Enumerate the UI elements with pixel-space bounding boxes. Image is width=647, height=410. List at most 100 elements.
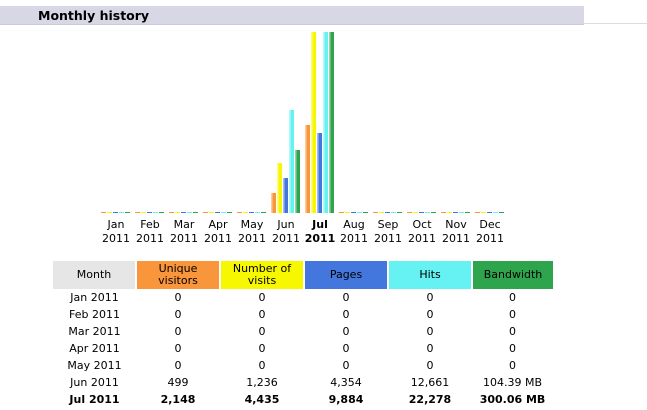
cell-bandwidth: 0	[509, 359, 516, 372]
bar-unique-visitors-aug-2011	[339, 212, 344, 213]
month-label-sep: Sep 2011	[374, 218, 402, 245]
cell-unique-visitors: 0	[174, 359, 182, 372]
cell-pages: 0	[342, 359, 350, 372]
bar-bandwidth-sep-2011	[397, 212, 402, 213]
table-row: Mar 2011 0 0 0 0 0	[53, 323, 553, 340]
bar-bandwidth-dec-2011	[499, 212, 504, 213]
bar-number-of-visits-jan-2011	[107, 212, 112, 213]
cell-unique-visitors: 0	[174, 325, 182, 338]
month-label-dec: Dec 2011	[476, 218, 504, 245]
bar-hits-oct-2011	[425, 212, 430, 213]
bar-unique-visitors-apr-2011	[203, 212, 208, 213]
cell-hits: 0	[426, 291, 434, 304]
col-header-bandwidth: Bandwidth	[472, 261, 553, 289]
cell-hits: 0	[426, 325, 434, 338]
cell-visits: 0	[258, 291, 266, 304]
bar-number-of-visits-oct-2011	[413, 212, 418, 213]
bar-shade-hits-jul-2011	[323, 32, 328, 213]
table-row: Jul 2011 2,148 4,435 9,884 22,278 300.06…	[53, 391, 553, 408]
cell-visits: 0	[258, 308, 266, 321]
bar-pages-aug-2011	[351, 212, 356, 213]
cell-pages: 0	[342, 308, 350, 321]
bar-bandwidth-jan-2011	[125, 212, 130, 213]
bar-shade-pages-jun-2011	[283, 178, 288, 213]
cell-unique-visitors: 0	[174, 308, 182, 321]
cell-month: Feb 2011	[69, 308, 120, 321]
cell-pages: 4,354	[330, 376, 362, 389]
cell-unique-visitors: 0	[174, 291, 182, 304]
cell-unique-visitors: 499	[167, 376, 189, 389]
bar-bandwidth-apr-2011	[227, 212, 232, 213]
bar-bandwidth-feb-2011	[159, 212, 164, 213]
cell-bandwidth: 0	[509, 342, 516, 355]
bar-shade-unique-visitors-jul-2011	[305, 125, 310, 213]
bar-shade-number-of-visits-jun-2011	[277, 163, 282, 213]
col-header-month: Month	[53, 261, 137, 289]
cell-hits: 12,661	[410, 376, 450, 389]
cell-hits: 0	[426, 359, 434, 372]
cell-visits: 0	[258, 359, 266, 372]
month-label-jun: Jun 2011	[272, 218, 300, 245]
cell-pages: 9,884	[328, 393, 364, 406]
bar-unique-visitors-nov-2011	[441, 212, 446, 213]
bar-hits-may-2011	[255, 212, 260, 213]
bar-hits-dec-2011	[493, 212, 498, 213]
bar-number-of-visits-feb-2011	[141, 212, 146, 213]
bar-pages-nov-2011	[453, 212, 458, 213]
cell-bandwidth: 104.39 MB	[482, 376, 543, 389]
month-label-may: May 2011	[238, 218, 266, 245]
cell-hits: 22,278	[408, 393, 452, 406]
bar-pages-may-2011	[249, 212, 254, 213]
cell-bandwidth: 0	[509, 308, 516, 321]
monthly-chart	[0, 24, 647, 219]
cell-unique-visitors: 2,148	[160, 393, 196, 406]
bar-bandwidth-may-2011	[261, 212, 266, 213]
table-row: Jan 2011 0 0 0 0 0	[53, 289, 553, 306]
bar-unique-visitors-feb-2011	[135, 212, 140, 213]
bar-pages-dec-2011	[487, 212, 492, 213]
section-header: Monthly history	[0, 6, 584, 25]
bar-number-of-visits-dec-2011	[481, 212, 486, 213]
cell-hits: 0	[426, 342, 434, 355]
cell-month: May 2011	[67, 359, 122, 372]
bar-bandwidth-mar-2011	[193, 212, 198, 213]
bar-unique-visitors-oct-2011	[407, 212, 412, 213]
bar-hits-feb-2011	[153, 212, 158, 213]
table-row: May 2011 0 0 0 0 0	[53, 357, 553, 374]
monthly-history-table: Month Unique visitors Number of visits P…	[53, 261, 553, 408]
bar-bandwidth-aug-2011	[363, 212, 368, 213]
bar-unique-visitors-mar-2011	[169, 212, 174, 213]
cell-bandwidth: 300.06 MB	[479, 393, 546, 406]
cell-pages: 0	[342, 291, 350, 304]
bar-pages-apr-2011	[215, 212, 220, 213]
cell-hits: 0	[426, 308, 434, 321]
bar-pages-sep-2011	[385, 212, 390, 213]
header-rule	[584, 23, 647, 24]
monthly-chart-svg	[101, 32, 504, 213]
cell-visits: 1,236	[246, 376, 278, 389]
cell-month: Apr 2011	[69, 342, 120, 355]
bar-hits-sep-2011	[391, 212, 396, 213]
table-row: Feb 2011 0 0 0 0 0	[53, 306, 553, 323]
month-label-nov: Nov 2011	[442, 218, 470, 245]
cell-bandwidth: 0	[509, 291, 516, 304]
bar-unique-visitors-jan-2011	[101, 212, 106, 213]
bar-number-of-visits-apr-2011	[209, 212, 214, 213]
month-label-jul: Jul 2011	[304, 218, 336, 245]
bar-bandwidth-oct-2011	[431, 212, 436, 213]
table-row: Jun 2011 499 1,236 4,354 12,661 104.39 M…	[53, 374, 553, 391]
bar-shade-bandwidth-jul-2011	[329, 32, 334, 213]
bar-shade-hits-jun-2011	[289, 110, 294, 213]
cell-visits: 4,435	[244, 393, 280, 406]
cell-unique-visitors: 0	[174, 342, 182, 355]
bar-shade-unique-visitors-jun-2011	[271, 193, 276, 213]
bar-pages-jan-2011	[113, 212, 118, 213]
month-label-aug: Aug 2011	[340, 218, 368, 245]
bar-hits-apr-2011	[221, 212, 226, 213]
bar-hits-mar-2011	[187, 212, 192, 213]
bar-shade-pages-jul-2011	[317, 133, 322, 213]
col-header-unique-visitors: Unique visitors	[136, 261, 221, 289]
col-header-hits: Hits	[388, 261, 473, 289]
cell-month: Jul 2011	[69, 393, 120, 406]
bar-pages-feb-2011	[147, 212, 152, 213]
